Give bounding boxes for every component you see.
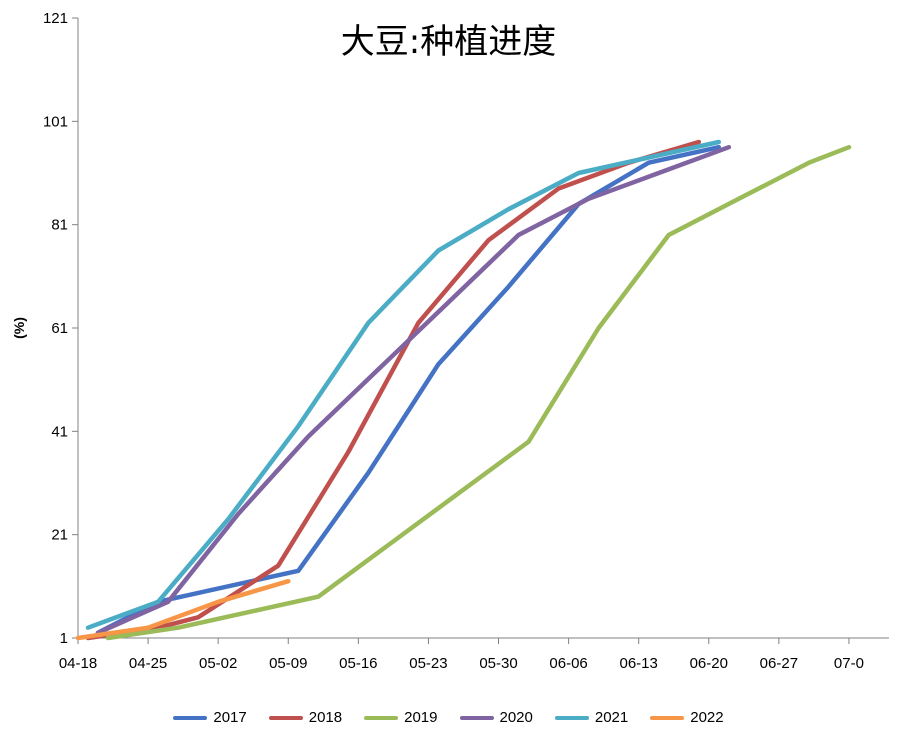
legend-label: 2022 (690, 709, 724, 726)
y-tick-label: 121 (43, 10, 68, 27)
legend-label: 2021 (594, 709, 629, 726)
legend-label: 2018 (308, 709, 343, 726)
x-tick-label: 06-06 (549, 655, 587, 672)
series-line-2018 (85, 139, 702, 641)
legend-swatch (650, 715, 685, 720)
legend-swatch (173, 715, 208, 720)
x-tick-label: 06-20 (690, 655, 728, 672)
x-tick-label: 05-23 (409, 655, 447, 672)
chart-title: 大豆:种植进度 (340, 22, 557, 62)
y-tick-label: 41 (51, 423, 68, 440)
y-tick-label: 21 (51, 527, 68, 544)
x-tick-label: 07-0 (834, 655, 864, 672)
legend-item-2022: 2022 (650, 709, 724, 726)
legend-label: 2020 (499, 709, 533, 726)
legend: 2017 2018 2019 2020 2021 2022 (0, 709, 897, 726)
x-tick-label: 04-18 (59, 655, 97, 672)
legend-label: 2017 (213, 709, 247, 726)
x-tick-label: 06-27 (760, 655, 798, 672)
y-tick-label: 1 (60, 630, 68, 647)
y-tick-label: 61 (51, 320, 68, 337)
series-line-2022 (75, 578, 291, 641)
x-tick-label: 04-25 (129, 655, 167, 672)
series-line-2017 (95, 144, 722, 636)
legend-label: 2019 (404, 709, 438, 726)
x-tick-label: 05-02 (199, 655, 237, 672)
legend-swatch (268, 715, 303, 720)
x-tick-label: 05-09 (269, 655, 307, 672)
series-line-2019 (105, 144, 852, 641)
legend-swatch (554, 715, 589, 720)
x-tick-label: 06-13 (620, 655, 658, 672)
y-axis-label: (%) (11, 317, 27, 339)
y-tick-label: 81 (51, 217, 68, 234)
legend-item-2021: 2021 (554, 709, 629, 726)
legend-item-2018: 2018 (268, 709, 343, 726)
x-tick-label: 05-30 (479, 655, 517, 672)
y-tick-label: 101 (43, 113, 68, 130)
legend-swatch (364, 715, 399, 720)
series-line-2020 (95, 144, 732, 636)
legend-item-2020: 2020 (459, 709, 533, 726)
legend-swatch (459, 715, 494, 720)
legend-item-2019: 2019 (364, 709, 438, 726)
legend-item-2017: 2017 (173, 709, 247, 726)
x-tick-label: 05-16 (339, 655, 377, 672)
series-line-2021 (85, 139, 722, 630)
